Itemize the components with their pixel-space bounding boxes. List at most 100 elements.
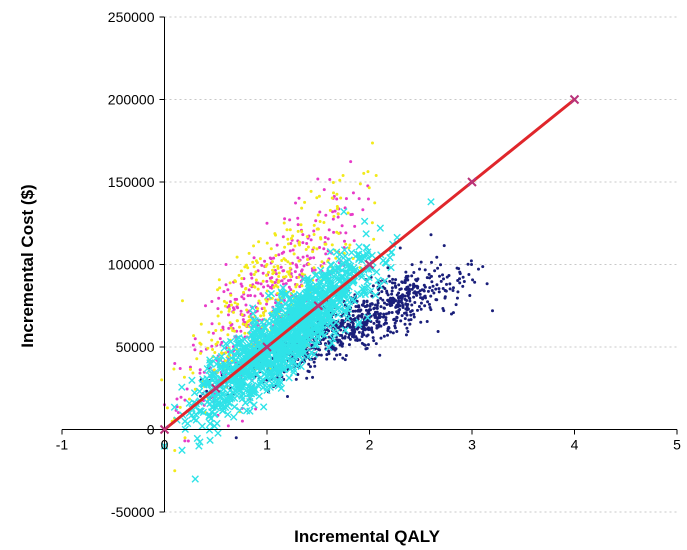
data-point bbox=[297, 275, 301, 279]
data-point bbox=[324, 343, 333, 352]
data-point bbox=[380, 290, 384, 294]
data-point bbox=[283, 245, 287, 249]
data-point bbox=[327, 261, 335, 269]
data-point bbox=[363, 328, 367, 332]
data-point bbox=[340, 319, 344, 323]
data-point bbox=[418, 267, 422, 271]
data-point bbox=[175, 397, 179, 401]
data-point bbox=[193, 337, 197, 341]
data-point bbox=[342, 288, 350, 297]
data-point bbox=[270, 361, 278, 369]
data-point bbox=[326, 284, 334, 293]
data-point bbox=[476, 267, 480, 271]
data-point bbox=[418, 289, 422, 293]
y-tick-label: 200000 bbox=[108, 92, 155, 108]
data-point bbox=[276, 298, 280, 302]
data-point bbox=[275, 243, 279, 247]
data-point bbox=[391, 277, 395, 281]
data-point bbox=[362, 244, 370, 252]
data-point bbox=[262, 306, 266, 310]
data-point bbox=[379, 336, 383, 340]
data-point bbox=[265, 299, 269, 303]
data-point bbox=[340, 344, 344, 348]
data-point bbox=[468, 293, 472, 297]
data-point bbox=[286, 270, 290, 274]
data-point bbox=[326, 248, 335, 256]
data-point bbox=[216, 365, 225, 373]
data-point bbox=[244, 349, 253, 357]
data-point bbox=[427, 302, 431, 306]
data-point bbox=[240, 295, 244, 299]
data-point bbox=[219, 328, 223, 332]
data-point bbox=[239, 309, 243, 313]
data-point bbox=[293, 328, 302, 336]
data-point bbox=[406, 278, 410, 282]
data-point bbox=[334, 262, 342, 271]
data-point bbox=[318, 330, 326, 338]
data-point bbox=[386, 298, 390, 302]
data-point bbox=[224, 283, 228, 287]
data-point bbox=[365, 300, 369, 304]
data-point bbox=[198, 371, 202, 375]
data-point bbox=[408, 289, 412, 293]
data-point bbox=[293, 301, 302, 309]
data-point bbox=[210, 344, 214, 348]
data-point bbox=[198, 341, 202, 345]
data-point bbox=[307, 262, 311, 266]
data-point bbox=[352, 239, 356, 243]
data-point bbox=[485, 282, 489, 286]
data-point bbox=[276, 266, 280, 270]
data-point bbox=[361, 208, 365, 212]
data-point bbox=[307, 362, 311, 366]
data-point bbox=[236, 306, 240, 310]
data-point bbox=[362, 171, 366, 175]
data-point bbox=[393, 299, 397, 303]
data-point bbox=[233, 301, 237, 305]
data-point bbox=[301, 349, 309, 357]
data-point bbox=[422, 288, 426, 292]
data-point bbox=[225, 301, 229, 305]
data-point bbox=[255, 392, 263, 400]
data-point bbox=[405, 305, 409, 309]
data-point bbox=[347, 333, 351, 337]
data-point bbox=[372, 268, 381, 276]
data-point bbox=[265, 350, 273, 358]
data-point bbox=[258, 301, 262, 305]
data-point bbox=[253, 294, 257, 298]
data-point bbox=[407, 296, 411, 300]
data-point bbox=[254, 270, 258, 274]
data-point bbox=[237, 273, 241, 277]
data-point bbox=[181, 417, 189, 425]
data-point bbox=[279, 284, 287, 292]
data-point bbox=[317, 353, 321, 357]
data-point bbox=[332, 230, 336, 234]
data-point bbox=[397, 283, 401, 287]
data-point bbox=[306, 369, 310, 373]
data-point bbox=[330, 196, 334, 200]
data-point bbox=[206, 436, 214, 444]
data-point bbox=[397, 291, 401, 295]
data-point bbox=[289, 358, 297, 367]
data-point bbox=[339, 328, 343, 332]
data-point bbox=[339, 342, 343, 346]
data-point bbox=[371, 291, 380, 299]
data-point bbox=[274, 254, 278, 258]
data-point bbox=[210, 299, 214, 303]
data-point bbox=[347, 343, 351, 347]
data-point bbox=[436, 266, 440, 270]
data-point bbox=[262, 285, 266, 289]
data-point bbox=[467, 273, 471, 277]
data-point bbox=[340, 208, 348, 216]
data-point bbox=[335, 205, 339, 209]
data-point bbox=[256, 287, 260, 291]
data-point bbox=[313, 268, 317, 272]
data-point bbox=[355, 243, 363, 251]
data-point bbox=[412, 315, 416, 319]
data-point bbox=[290, 340, 299, 348]
data-point bbox=[269, 318, 277, 326]
data-point bbox=[388, 304, 392, 308]
data-point bbox=[408, 283, 412, 287]
data-point bbox=[198, 368, 202, 372]
data-point bbox=[384, 318, 388, 322]
data-point bbox=[333, 346, 337, 350]
